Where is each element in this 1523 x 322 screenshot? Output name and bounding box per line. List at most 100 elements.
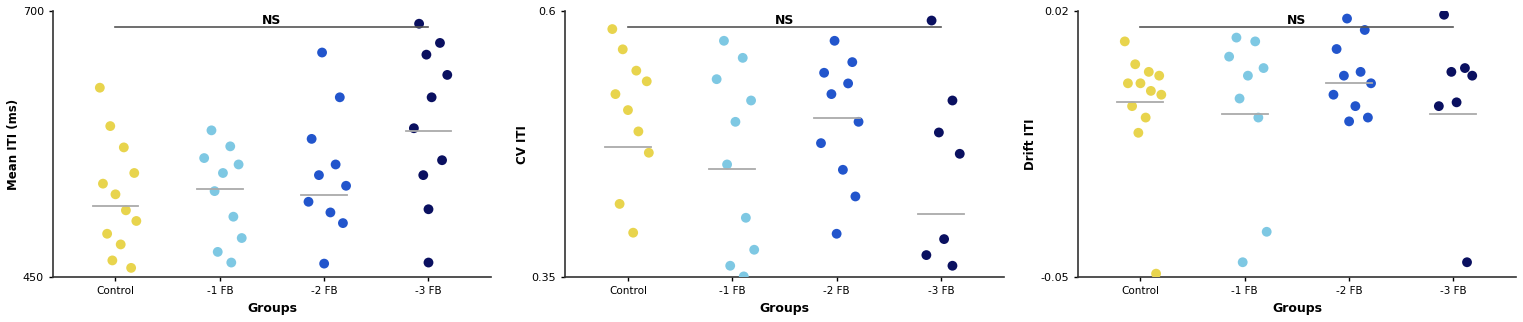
Point [940, 98, 964, 103]
Point [615, 108, 640, 113]
Point [914, 252, 938, 258]
Point [218, 144, 242, 149]
Point [1147, 73, 1171, 78]
Point [637, 150, 661, 155]
Point [731, 274, 755, 279]
X-axis label: Groups: Groups [760, 302, 809, 315]
Point [621, 230, 646, 235]
Point [734, 215, 758, 220]
Point [1461, 73, 1485, 78]
Point [1133, 115, 1157, 120]
Point [1116, 81, 1141, 86]
Point [1359, 81, 1383, 86]
Point [300, 136, 324, 141]
Point [1355, 115, 1380, 120]
Point [1231, 260, 1255, 265]
Point [97, 124, 122, 129]
Point [1150, 92, 1174, 97]
Point [1129, 81, 1153, 86]
Y-axis label: Drift ITI: Drift ITI [1025, 118, 1037, 170]
Point [411, 173, 436, 178]
Point [101, 258, 125, 263]
Point [1439, 69, 1464, 74]
Point [419, 95, 443, 100]
Point [1235, 73, 1260, 78]
Point [920, 18, 944, 23]
Point [1224, 35, 1249, 40]
X-axis label: Groups: Groups [247, 302, 297, 315]
Point [327, 95, 352, 100]
Point [926, 130, 950, 135]
Point [402, 126, 426, 131]
Point [104, 192, 128, 197]
Point [705, 77, 730, 82]
Point [1334, 16, 1359, 21]
Point [1255, 229, 1279, 234]
Text: NS: NS [1287, 14, 1307, 27]
Point [88, 85, 113, 90]
Point [812, 70, 836, 75]
Point [91, 181, 116, 186]
Point [114, 208, 139, 213]
Point [1348, 69, 1372, 74]
Point [1217, 54, 1241, 59]
Point [436, 72, 460, 78]
Point [1228, 96, 1252, 101]
Point [1119, 104, 1144, 109]
Point [1432, 12, 1456, 17]
Point [1436, 282, 1461, 288]
Point [830, 167, 854, 172]
Point [219, 260, 244, 265]
Point [312, 261, 337, 266]
Point [819, 91, 844, 97]
Point [731, 55, 755, 61]
Point [844, 194, 868, 199]
Point [1136, 69, 1161, 74]
Point [1352, 27, 1377, 33]
Point [306, 173, 330, 178]
Point [1343, 104, 1368, 109]
Point [847, 119, 871, 124]
Point [1427, 104, 1451, 109]
Point [200, 128, 224, 133]
Y-axis label: Mean ITI (ms): Mean ITI (ms) [8, 99, 20, 190]
Point [203, 189, 227, 194]
Point [1325, 46, 1349, 52]
Point [407, 21, 431, 26]
Point [221, 214, 245, 219]
Point [742, 247, 766, 252]
Point [723, 119, 748, 124]
Point [1252, 65, 1276, 71]
Point [608, 201, 632, 206]
Point [1243, 39, 1267, 44]
Point [932, 237, 956, 242]
Point [824, 231, 848, 236]
Point [1113, 39, 1138, 44]
Point [1144, 271, 1168, 276]
Point [323, 162, 347, 167]
Text: NS: NS [262, 14, 282, 27]
Point [717, 263, 742, 268]
Point [125, 218, 149, 223]
Point [626, 129, 650, 134]
Point [603, 91, 627, 97]
Point [1125, 130, 1150, 135]
Point [318, 210, 343, 215]
Point [947, 151, 972, 156]
X-axis label: Groups: Groups [1272, 302, 1322, 315]
Point [940, 263, 964, 268]
Point [416, 260, 440, 265]
Point [1444, 100, 1468, 105]
Point [230, 235, 254, 241]
Point [429, 158, 454, 163]
Point [192, 156, 216, 161]
Point [1454, 260, 1479, 265]
Point [309, 50, 334, 55]
Point [1453, 65, 1477, 71]
Point [611, 47, 635, 52]
Point [714, 162, 739, 167]
Point [841, 60, 865, 65]
Point [210, 170, 235, 175]
Point [297, 199, 321, 204]
Point [635, 79, 659, 84]
